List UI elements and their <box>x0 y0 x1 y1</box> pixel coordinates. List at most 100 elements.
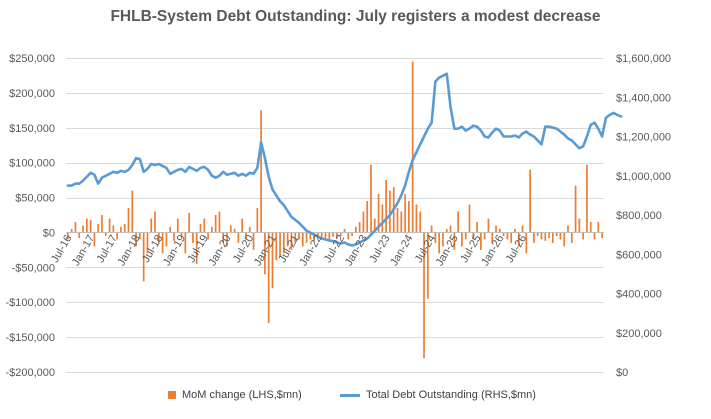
mom-change-bar <box>237 232 240 243</box>
mom-change-bar <box>279 232 281 257</box>
mom-change-bar <box>199 224 202 233</box>
x-axis-tick-label: Jan-19 <box>161 233 188 268</box>
x-axis-tick-label: Jan-17 <box>70 233 97 268</box>
left-axis-ticks: -$200,000 -$150,000 -$100,000 -$50,000 $0 $50… <box>5 53 55 379</box>
mom-change-bar <box>472 232 475 240</box>
mom-change-bar <box>97 224 100 233</box>
mom-change-bar <box>317 232 319 236</box>
mom-change-bar <box>487 218 490 233</box>
mom-change-bar <box>381 204 384 233</box>
legend-label-mom-change: MoM change (LHS,$mn) <box>182 389 302 401</box>
mom-change-bar <box>468 204 471 233</box>
mom-change-bar <box>411 61 414 233</box>
mom-change-bar <box>514 228 516 233</box>
mom-change-bar <box>332 232 334 237</box>
right-axis-ticks: $0 $200,000 $400,000 $600,000 $800,000 $1,000… <box>616 53 671 379</box>
left-axis-tick-label: -$50,000 <box>12 262 55 274</box>
mom-change-bar <box>93 232 96 247</box>
legend-item-mom-change: MoM change (LHS,$mn) <box>168 389 302 401</box>
chart-title: FHLB-System Debt Outstanding: July regis… <box>110 8 601 25</box>
left-axis-tick-label: $200,000 <box>9 88 55 100</box>
mom-change-bar <box>176 218 179 233</box>
right-axis-tick-label: $1,000,000 <box>616 171 671 183</box>
right-axis-tick-label: $0 <box>616 367 628 379</box>
mom-change-bar <box>540 232 543 240</box>
mom-change-bar <box>123 224 126 233</box>
total-debt-series-line <box>66 72 623 247</box>
mom-change-bar <box>150 218 153 233</box>
legend-line-swatch <box>340 393 360 397</box>
mom-change-bar <box>154 211 156 233</box>
mom-change-bar <box>70 228 73 233</box>
mom-change-bar <box>582 232 585 240</box>
gridlines <box>66 58 604 373</box>
x-axis-tick-label: Jan-25 <box>434 233 461 268</box>
mom-change-bar <box>214 215 217 233</box>
mom-change-bar <box>264 232 266 275</box>
mom-change-bar <box>207 232 209 240</box>
mom-change-bar <box>544 232 547 241</box>
mom-change-bar <box>354 226 357 233</box>
x-axis-ticks: Jul-16Jan-17Jul-17Jan-18Jul-18Jan-19Jul-… <box>49 233 529 268</box>
mom-change-bar <box>120 226 122 233</box>
mom-change-bar <box>563 232 566 247</box>
mom-change-bar <box>495 225 497 233</box>
mom-change-bar <box>430 225 433 233</box>
mom-change-bar <box>108 218 111 233</box>
mom-change-bar <box>589 221 592 233</box>
mom-change-bar <box>275 232 278 261</box>
mom-change-bar <box>408 201 410 233</box>
mom-change-bar <box>389 190 391 233</box>
legend-label-total-debt: Total Debt Outstanding (RHS,$mn) <box>366 389 536 401</box>
left-axis-tick-label: $150,000 <box>9 123 55 135</box>
mom-change-bar <box>203 218 206 233</box>
mom-change-bar <box>400 211 403 233</box>
mom-change-bar <box>127 208 130 233</box>
right-axis-tick-label: $200,000 <box>616 328 662 340</box>
mom-change-bar <box>483 232 486 240</box>
mom-change-bar <box>445 228 448 233</box>
mom-change-bar <box>476 221 478 233</box>
mom-change-bar <box>241 218 244 233</box>
total-debt-line <box>66 72 623 247</box>
mom-change-bar <box>290 232 293 250</box>
mom-change-bar <box>286 232 289 247</box>
mom-change-bar <box>339 232 342 236</box>
left-axis-tick-label: -$150,000 <box>5 332 55 344</box>
mom-change-bar <box>601 232 603 239</box>
mom-change-bar <box>301 232 304 247</box>
mom-change-bar <box>267 232 270 324</box>
mom-change-bar <box>366 201 369 233</box>
mom-change-bar <box>131 190 134 233</box>
mom-change-bar <box>142 232 145 282</box>
mom-change-bar <box>157 232 160 243</box>
legend: MoM change (LHS,$mn) Total Debt Outstand… <box>0 389 711 409</box>
mom-change-bar <box>309 232 312 240</box>
mom-change-bar <box>211 226 213 233</box>
mom-change-bar <box>135 232 137 247</box>
mom-change-bar <box>82 225 84 233</box>
mom-change-bar <box>245 232 247 240</box>
mom-change-bar <box>552 232 554 243</box>
mom-change-bar <box>85 218 88 233</box>
mom-change-bar <box>510 232 513 243</box>
mom-change-bar <box>419 211 422 233</box>
mom-change-bar <box>320 232 323 239</box>
x-axis-tick-label: Jan-18 <box>115 233 142 268</box>
mom-change-bar <box>351 232 353 236</box>
mom-change-bar <box>343 228 346 233</box>
mom-change-bar <box>161 232 164 254</box>
mom-change-bar <box>529 169 531 233</box>
x-axis-tick-label: Jan-24 <box>388 233 415 268</box>
right-axis-tick-label: $600,000 <box>616 249 662 261</box>
mom-change-bar <box>480 232 482 250</box>
mom-change-bar <box>116 232 118 240</box>
mom-change-bar <box>74 221 77 233</box>
mom-change-bar <box>593 232 596 240</box>
right-axis-tick-label: $400,000 <box>616 289 662 301</box>
mom-change-bar <box>78 232 81 239</box>
right-axis-tick-label: $800,000 <box>616 210 662 222</box>
left-axis-tick-label: -$200,000 <box>5 367 55 379</box>
x-axis-tick-label: Jan-22 <box>297 233 324 268</box>
mom-change-bar <box>567 225 569 233</box>
